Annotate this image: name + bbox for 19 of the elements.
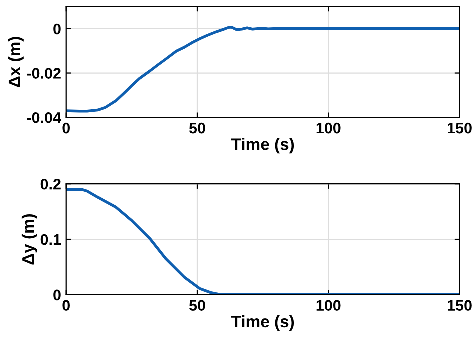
x-tick-label: 100 xyxy=(316,122,341,134)
line-series xyxy=(66,26,460,113)
y-tick-label: 0.2 xyxy=(40,178,61,190)
y-axis-title: Δy (m) xyxy=(22,214,38,265)
x-tick-label: 50 xyxy=(189,122,206,134)
y-tick-label: 0 xyxy=(54,24,61,35)
x-tick-label: 150 xyxy=(448,300,472,312)
y-tick-label: -0.04 xyxy=(27,112,62,124)
y-axis-title: Δx (m) xyxy=(8,37,24,88)
y-tick-label: 0.1 xyxy=(40,234,62,246)
y-tick-label: -0.02 xyxy=(27,68,61,79)
x-axis-title: Time (s) xyxy=(231,138,294,154)
x-tick-label: 100 xyxy=(316,300,341,312)
x-tick-label: 50 xyxy=(189,300,206,312)
y-tick-label: 0 xyxy=(54,290,61,301)
x-tick-label: 0 xyxy=(62,122,70,134)
x-axis-title: Time (s) xyxy=(231,315,294,331)
x-tick-label: 150 xyxy=(448,122,472,134)
x-tick-label: 0 xyxy=(62,300,70,312)
